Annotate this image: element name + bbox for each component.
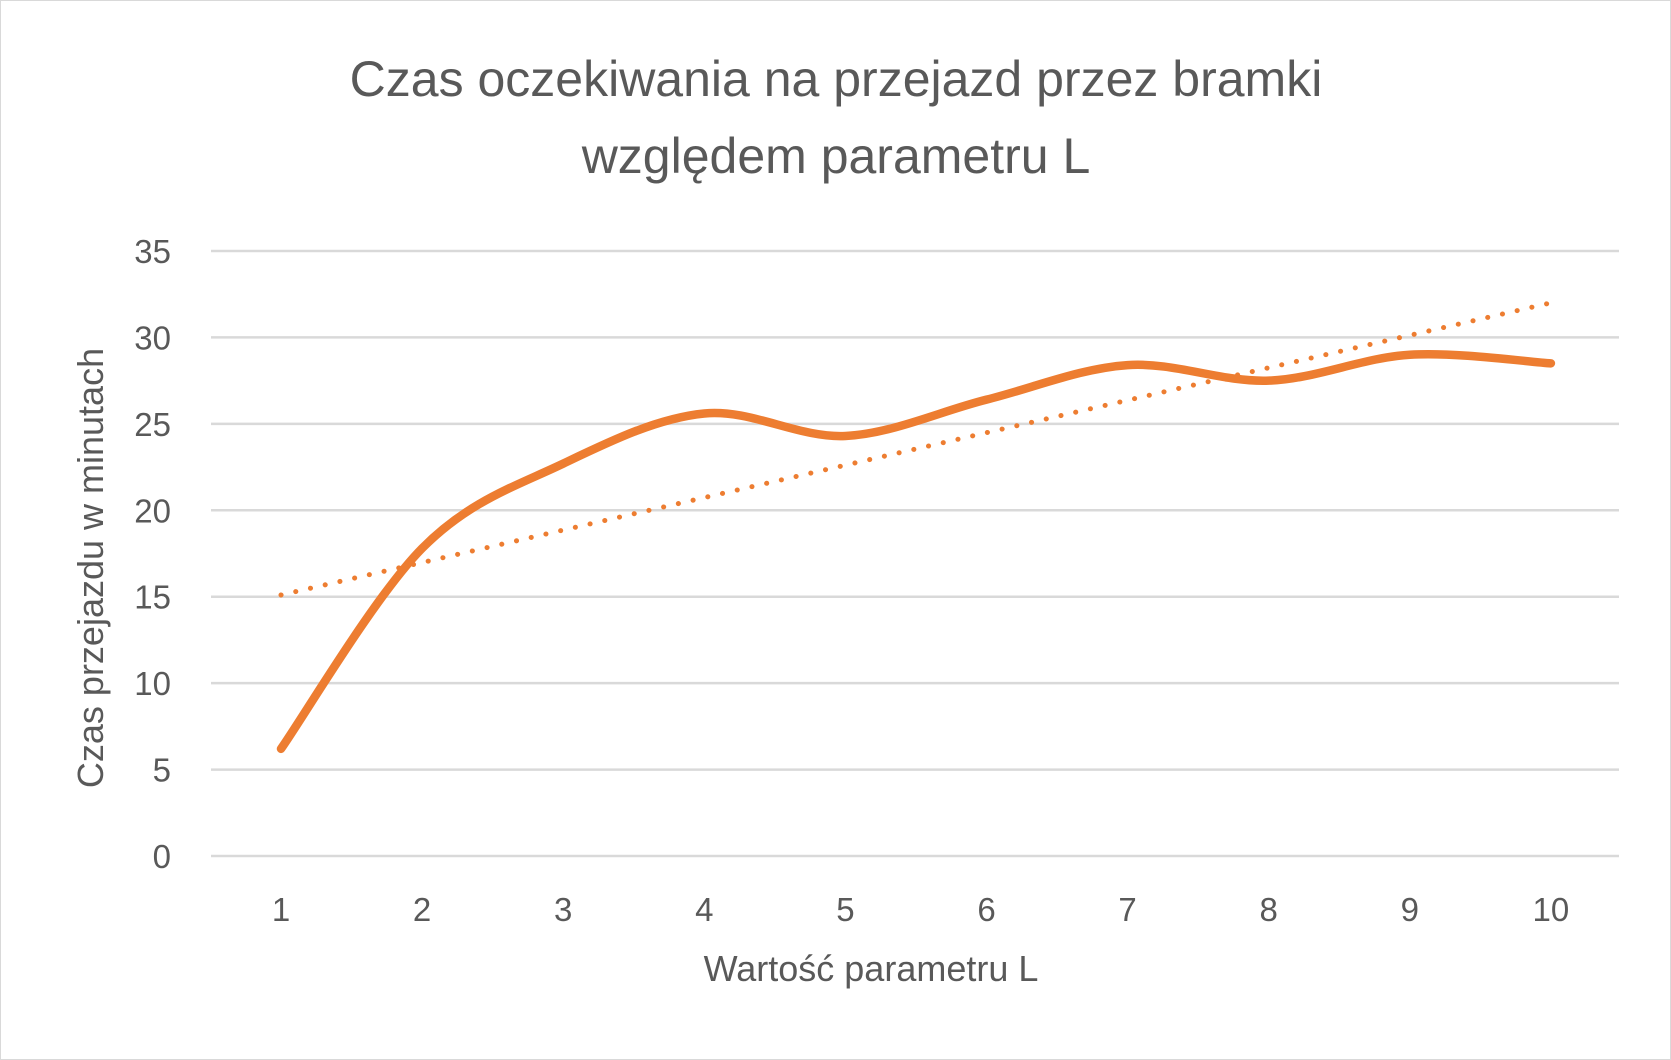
trendline: [278, 300, 1554, 598]
x-axis-ticks: 1 2 3 4 5 6 7 8 9 10: [272, 891, 1569, 928]
x-tick-label: 7: [1118, 891, 1136, 928]
x-tick-label: 6: [977, 891, 995, 928]
x-tick-label: 3: [554, 891, 572, 928]
x-tick-label: 8: [1260, 891, 1278, 928]
y-axis-ticks: 0 5 10 15 20 25 30 35: [134, 233, 171, 875]
y-tick-label: 5: [153, 752, 171, 789]
series-line: [276, 350, 1556, 754]
trendline-group: [278, 300, 1554, 598]
y-tick-label: 35: [134, 233, 171, 270]
y-tick-label: 10: [134, 665, 171, 702]
x-tick-label: 1: [272, 891, 290, 928]
x-axis-title: Wartość parametru L: [704, 948, 1039, 989]
y-tick-label: 30: [134, 319, 171, 356]
chart-title-line-2: względem parametru L: [581, 128, 1091, 184]
chart-title-line-1: Czas oczekiwania na przejazd przez bramk…: [350, 51, 1323, 107]
chart-title: Czas oczekiwania na przejazd przez bramk…: [350, 51, 1323, 184]
x-tick-label: 9: [1401, 891, 1419, 928]
series-group: [276, 350, 1556, 754]
x-tick-label: 2: [413, 891, 431, 928]
y-tick-label: 15: [134, 579, 171, 616]
x-tick-label: 10: [1533, 891, 1570, 928]
y-tick-label: 25: [134, 406, 171, 443]
x-tick-label: 4: [695, 891, 713, 928]
y-tick-label: 20: [134, 492, 171, 529]
y-tick-label: 0: [153, 838, 171, 875]
y-axis-title: Czas przejazdu w minutach: [70, 348, 111, 788]
x-tick-label: 5: [836, 891, 854, 928]
